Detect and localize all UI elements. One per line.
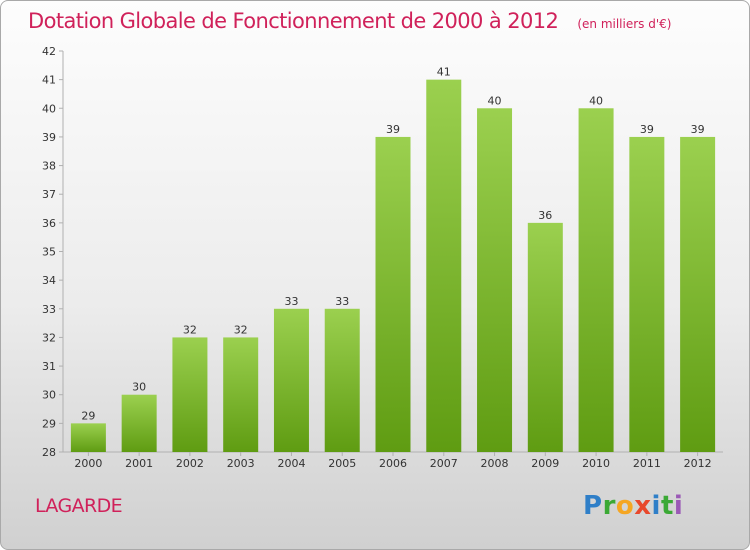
bar (527, 222, 563, 452)
y-tick-label: 35 (42, 246, 56, 259)
y-tick-label: 42 (42, 45, 56, 58)
entity-name: LAGARDE (35, 495, 123, 517)
bar (426, 79, 462, 453)
bar-value-label: 32 (234, 323, 248, 336)
chart-subtitle: (en milliers d'€) (577, 17, 672, 31)
x-tick-label: 2001 (125, 457, 153, 470)
bar (223, 337, 259, 452)
y-tick-label: 28 (42, 446, 56, 459)
y-tick-label: 32 (42, 331, 56, 344)
bar (121, 394, 157, 452)
y-tick-label: 29 (42, 417, 56, 430)
logo-letter: x (634, 491, 652, 521)
bar (629, 136, 665, 452)
bar (680, 136, 716, 452)
x-tick-label: 2004 (277, 457, 305, 470)
x-tick-label: 2010 (582, 457, 610, 470)
bar (578, 108, 614, 453)
bar (70, 423, 106, 452)
logo-letter: i (651, 491, 661, 521)
bar-value-label: 39 (691, 123, 705, 136)
y-tick-label: 41 (42, 74, 56, 87)
x-tick-label: 2007 (430, 457, 458, 470)
bar-value-label: 41 (437, 66, 451, 79)
x-tick-label: 2000 (74, 457, 102, 470)
x-tick-label: 2009 (531, 457, 559, 470)
y-tick-label: 37 (42, 188, 56, 201)
bar (324, 308, 360, 452)
bar (172, 337, 208, 452)
title-row: Dotation Globale de Fonctionnement de 20… (28, 9, 671, 33)
y-tick-label: 38 (42, 160, 56, 173)
x-tick-label: 2002 (176, 457, 204, 470)
y-tick-label: 34 (42, 274, 56, 287)
y-tick-label: 39 (42, 131, 56, 144)
bar-value-label: 40 (589, 94, 603, 107)
bar-value-label: 39 (640, 123, 654, 136)
bar-value-label: 30 (132, 381, 146, 394)
bar-value-label: 29 (81, 409, 95, 422)
bar (273, 308, 309, 452)
x-tick-label: 2005 (328, 457, 356, 470)
bar (375, 136, 411, 452)
y-tick-label: 31 (42, 360, 56, 373)
y-tick-label: 40 (42, 102, 56, 115)
proxiti-logo: Proxiti (583, 491, 683, 521)
logo-letter: P (583, 491, 603, 521)
x-tick-label: 2003 (227, 457, 255, 470)
logo-letter: i (673, 491, 684, 521)
y-tick-label: 36 (42, 217, 56, 230)
bar-value-label: 32 (183, 323, 197, 336)
logo-letter: t (660, 491, 674, 521)
x-tick-label: 2012 (684, 457, 712, 470)
x-tick-label: 2008 (481, 457, 509, 470)
logo-letter: o (615, 491, 635, 521)
bar (477, 108, 513, 453)
bar-value-label: 33 (284, 295, 298, 308)
chart-title: Dotation Globale de Fonctionnement de 20… (28, 9, 559, 33)
y-tick-label: 33 (42, 303, 56, 316)
bar-value-label: 33 (335, 295, 349, 308)
y-tick-label: 30 (42, 389, 56, 402)
x-tick-label: 2011 (633, 457, 661, 470)
logo-letter: r (602, 491, 616, 521)
x-tick-label: 2006 (379, 457, 407, 470)
bar-value-label: 40 (488, 94, 502, 107)
bar-value-label: 36 (538, 209, 552, 222)
bar-value-label: 39 (386, 123, 400, 136)
